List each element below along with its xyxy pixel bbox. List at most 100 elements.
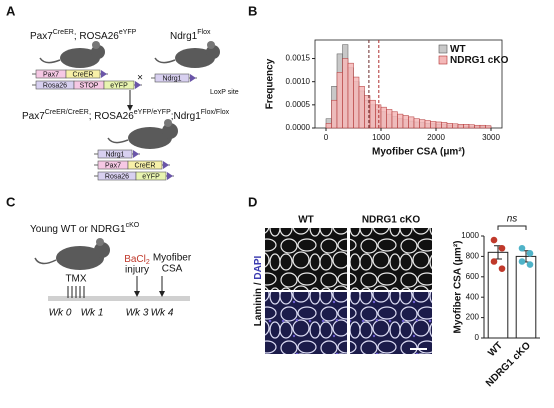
mouse-icon bbox=[39, 41, 105, 68]
histogram-bar bbox=[353, 76, 360, 129]
y-tick-label: 0.0005 bbox=[286, 100, 311, 109]
histogram-bar bbox=[342, 58, 349, 129]
micrograph bbox=[265, 228, 347, 290]
histogram-bar bbox=[457, 124, 464, 129]
mouse-icon bbox=[34, 238, 110, 270]
histogram-bar bbox=[331, 99, 338, 129]
histogram-bar bbox=[336, 72, 343, 129]
text-part: CreER/CreER bbox=[45, 109, 89, 116]
y-tick-label: 800 bbox=[466, 252, 480, 261]
text-part: cKO bbox=[126, 222, 140, 229]
text-part: Flox/Flox bbox=[201, 109, 230, 116]
gene-box bbox=[135, 171, 167, 181]
data-point bbox=[518, 244, 526, 252]
x-tick-label: 3000 bbox=[482, 133, 500, 142]
panel-letter: B bbox=[248, 3, 257, 18]
text-part: ; ROSA26 bbox=[74, 31, 119, 42]
bar bbox=[515, 255, 537, 339]
loxp-site bbox=[190, 74, 196, 82]
histogram-bar bbox=[435, 121, 442, 129]
loxp-site bbox=[101, 70, 107, 78]
tmx-label: TMX bbox=[65, 274, 86, 285]
readout-label: Myofiber bbox=[153, 253, 192, 264]
histogram-bar bbox=[369, 99, 376, 129]
loxp-site bbox=[133, 150, 139, 158]
genotype-label: Pax7CreER/CreER; ROSA26eYFP/eYFP;Ndrg1Fl… bbox=[22, 109, 230, 121]
gene-label: CreER bbox=[134, 162, 155, 169]
gene-label: Ndrg1 bbox=[105, 151, 124, 158]
y-tick-label: 200 bbox=[466, 313, 480, 322]
loxp-site bbox=[163, 161, 169, 169]
y-tick-label: 0.0015 bbox=[286, 54, 311, 63]
gene-label: STOP bbox=[80, 82, 99, 89]
data-point bbox=[498, 244, 506, 252]
histogram-bar bbox=[474, 124, 481, 129]
x-axis-label: Myofiber CSA (μm²) bbox=[372, 147, 465, 158]
loxp-label: LoxP site bbox=[210, 89, 239, 96]
histogram-bar bbox=[408, 116, 415, 129]
text-part: Young WT or NDRG1 bbox=[30, 224, 126, 235]
text-part: Laminin / bbox=[253, 280, 264, 327]
histogram-bar bbox=[358, 86, 365, 129]
gene-label: eYFP bbox=[142, 173, 160, 180]
histogram-bar bbox=[446, 123, 453, 129]
y-axis-label: Frequency bbox=[265, 58, 276, 109]
text-part: Flox bbox=[197, 29, 211, 36]
data-point bbox=[526, 261, 534, 268]
gene-label: Rosa26 bbox=[105, 173, 129, 180]
gene-box bbox=[154, 73, 190, 83]
micrograph bbox=[350, 228, 432, 290]
text-part: CreER bbox=[53, 29, 74, 36]
histogram-bar bbox=[386, 109, 393, 129]
stain-label: Laminin / DAPI bbox=[253, 256, 264, 327]
y-tick-label: 0.0000 bbox=[286, 123, 311, 132]
gene-box bbox=[97, 149, 133, 159]
panel-letter: D bbox=[248, 194, 257, 209]
loxp-site bbox=[135, 81, 141, 89]
text-part: 2 bbox=[146, 259, 150, 266]
histogram-bar bbox=[468, 124, 475, 129]
text-part: ;Ndrg1 bbox=[171, 111, 201, 122]
bar bbox=[487, 251, 509, 339]
histogram-bar bbox=[430, 121, 437, 129]
x-tick-label: WT bbox=[486, 340, 505, 359]
cross-symbol: × bbox=[137, 73, 143, 84]
gene-label: Pax7 bbox=[43, 71, 59, 78]
significance-label: ns bbox=[507, 214, 518, 225]
micrograph bbox=[265, 292, 347, 354]
text-part: Pax7 bbox=[22, 111, 45, 122]
y-axis-label: Myofiber CSA (μm²) bbox=[453, 241, 464, 334]
x-tick-label: 0 bbox=[324, 133, 329, 142]
y-tick-label: 400 bbox=[466, 292, 480, 301]
gene-box bbox=[127, 160, 163, 170]
column-label: NDRG1 cKO bbox=[362, 215, 421, 226]
significance-bracket bbox=[497, 225, 527, 230]
data-point bbox=[490, 258, 498, 265]
data-point bbox=[498, 265, 506, 272]
week-label: Wk 4 bbox=[151, 308, 174, 319]
micrograph bbox=[350, 292, 432, 354]
legend-swatch bbox=[438, 55, 448, 65]
legend-swatch bbox=[438, 44, 448, 54]
histogram-bar bbox=[391, 111, 398, 129]
histogram-bar bbox=[419, 119, 426, 129]
week-label: Wk 3 bbox=[126, 308, 149, 319]
injury-label: injury bbox=[125, 265, 149, 276]
gene-label: Rosa26 bbox=[43, 82, 67, 89]
text-part: Ndrg1 bbox=[170, 31, 198, 42]
gene-label: Pax7 bbox=[105, 162, 121, 169]
y-tick-label: 1000 bbox=[461, 231, 479, 240]
histogram-bar bbox=[479, 124, 486, 129]
data-point bbox=[526, 250, 534, 257]
histogram-bar bbox=[397, 113, 404, 129]
gene-label: CreER bbox=[72, 71, 93, 78]
text-part: DAPI bbox=[253, 256, 264, 280]
mouse-icon bbox=[107, 119, 178, 149]
data-point bbox=[490, 236, 498, 244]
histogram-bar bbox=[380, 106, 387, 129]
text-part: ; ROSA26 bbox=[89, 111, 134, 122]
histogram-bar bbox=[452, 123, 459, 129]
panel-letter: C bbox=[6, 194, 16, 209]
x-tick-label: 1000 bbox=[372, 133, 390, 142]
